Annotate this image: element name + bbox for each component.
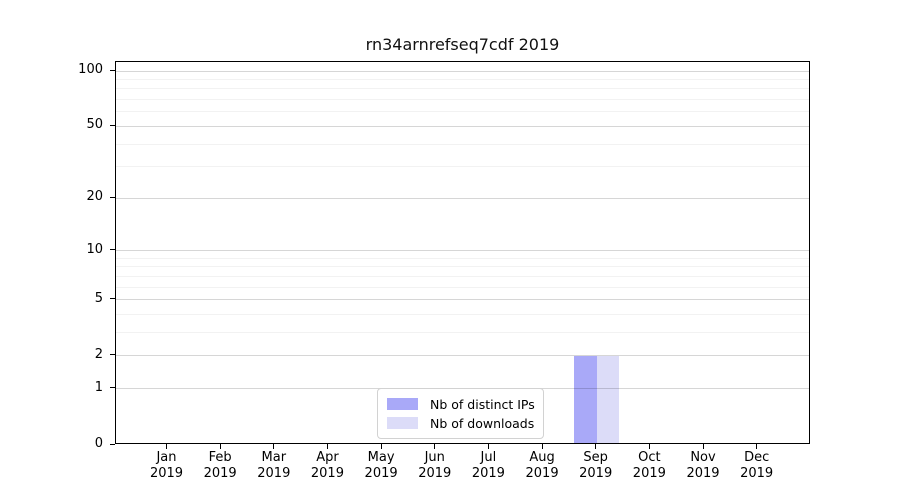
x-axis-tick-label: Mar 2019 (257, 450, 291, 481)
legend-item-distinct-ips: Nb of distinct IPs (387, 395, 535, 413)
x-axis-tick-label: Apr 2019 (310, 450, 344, 481)
gridline-minor (116, 88, 809, 90)
x-axis-tick-label: Aug 2019 (525, 450, 559, 481)
gridline-minor (116, 166, 809, 168)
x-axis-tick (326, 444, 328, 449)
y-axis-tick (110, 196, 115, 198)
y-axis-tick-label: 1 (94, 379, 103, 395)
y-axis-tick (110, 69, 115, 71)
gridline-major (116, 125, 809, 127)
gridline-minor (116, 257, 809, 259)
gridline-major (116, 197, 809, 199)
x-axis-tick-label: Jan 2019 (149, 450, 184, 481)
x-axis-tick (434, 444, 436, 449)
legend-swatch-downloads (387, 417, 418, 429)
gridline-minor (116, 111, 809, 113)
legend: Nb of distinct IPs Nb of downloads (377, 388, 544, 439)
x-axis-tick-label: Feb 2019 (203, 450, 237, 481)
x-axis-tick (756, 444, 758, 449)
y-axis-tick (110, 387, 115, 389)
x-axis-tick (541, 444, 543, 449)
plot-area (115, 61, 810, 444)
gridline-major (116, 299, 809, 301)
y-axis-tick (110, 443, 115, 445)
x-axis-tick-label: Jul 2019 (471, 450, 505, 481)
gridline-minor (116, 314, 809, 316)
legend-label-downloads: Nb of downloads (430, 415, 535, 431)
y-axis-tick-label: 10 (86, 241, 103, 257)
gridline-minor (116, 332, 809, 334)
x-axis-tick-label: Jun 2019 (418, 450, 452, 481)
y-axis-tick (110, 298, 115, 300)
y-axis-tick-label: 100 (78, 62, 103, 78)
gridline-minor (116, 286, 809, 288)
gridline-minor (116, 276, 809, 278)
y-axis-tick-label: 50 (86, 117, 103, 133)
y-axis-tick (110, 354, 115, 356)
legend-item-downloads: Nb of downloads (387, 414, 534, 432)
x-axis-tick (595, 444, 597, 449)
x-axis-tick-label: Sep 2019 (579, 450, 613, 481)
y-axis-tick-label: 0 (94, 436, 103, 451)
gridline-minor (116, 143, 809, 145)
y-axis-tick (110, 124, 115, 126)
gridline-major (116, 250, 809, 252)
y-axis-tick-label: 20 (86, 189, 103, 205)
x-axis-tick-label: Nov 2019 (686, 450, 720, 481)
y-axis-tick-label: 5 (94, 290, 103, 306)
y-axis-tick (110, 249, 115, 251)
bar-nb-of-downloads (596, 355, 620, 443)
gridline-major (116, 70, 809, 72)
gridline-minor (116, 79, 809, 81)
x-axis-tick (487, 444, 489, 449)
x-axis-tick (166, 444, 167, 449)
x-axis-tick (380, 444, 382, 449)
x-axis-tick (219, 444, 221, 449)
x-axis-tick-label: May 2019 (364, 450, 398, 481)
gridline-major (116, 355, 809, 357)
legend-swatch-distinct-ips (387, 398, 418, 410)
y-axis-tick-label: 2 (94, 346, 103, 362)
x-axis-tick (702, 444, 704, 449)
chart-title: rn34arnrefseq7cdf 2019 (365, 35, 560, 54)
x-axis-tick (648, 444, 650, 449)
x-axis-tick (273, 444, 275, 449)
x-axis-tick-label: Oct 2019 (632, 450, 666, 481)
legend-label-distinct-ips: Nb of distinct IPs (430, 396, 535, 412)
gridline-minor (116, 99, 809, 101)
bar-nb-of-distinct-ips (574, 355, 597, 443)
x-axis-tick-label: Dec 2019 (740, 450, 774, 481)
gridline-minor (116, 266, 809, 268)
